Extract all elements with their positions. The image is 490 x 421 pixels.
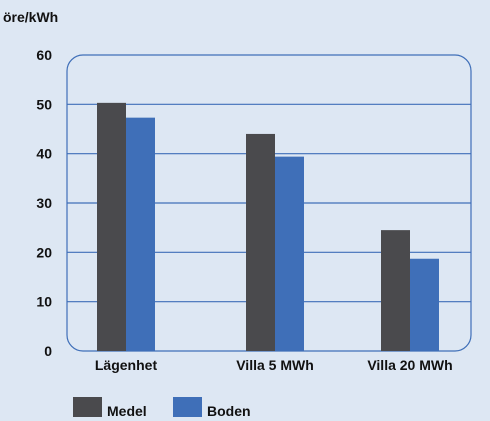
y-tick-label: 40 <box>36 146 52 162</box>
x-tick-label: Villa 20 MWh <box>367 357 452 373</box>
y-tick-label: 50 <box>36 96 52 112</box>
legend-swatch-boden <box>173 397 202 417</box>
legend-swatch-medel <box>73 397 102 417</box>
y-tick-label: 0 <box>44 343 52 359</box>
legend: Medel Boden <box>73 397 251 419</box>
bar-boden-1 <box>126 117 155 351</box>
bar-medel-2 <box>246 133 275 351</box>
bar-boden-2 <box>275 156 304 351</box>
y-axis-label: öre/kWh <box>3 9 58 25</box>
x-axis-ticks: Lägenhet Villa 5 MWh Villa 20 MWh <box>95 357 453 373</box>
y-tick-label: 20 <box>36 244 52 260</box>
bars <box>97 102 439 351</box>
x-tick-label: Lägenhet <box>95 357 158 373</box>
bar-medel-1 <box>97 102 126 351</box>
legend-label: Boden <box>207 403 251 419</box>
legend-label: Medel <box>107 403 147 419</box>
y-axis-ticks: 0 10 20 30 40 50 60 <box>36 47 52 359</box>
bar-medel-3 <box>381 230 410 351</box>
y-tick-label: 10 <box>36 294 52 310</box>
y-tick-label: 30 <box>36 195 52 211</box>
y-tick-label: 60 <box>36 47 52 63</box>
bar-boden-3 <box>410 258 439 351</box>
x-tick-label: Villa 5 MWh <box>236 357 314 373</box>
